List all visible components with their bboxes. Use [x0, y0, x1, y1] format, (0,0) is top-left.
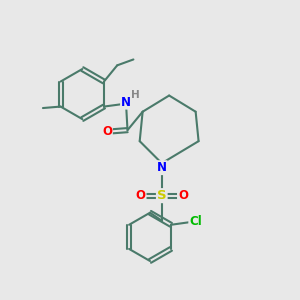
Text: N: N: [157, 161, 167, 174]
Text: O: O: [178, 189, 188, 202]
Text: O: O: [136, 189, 146, 202]
Text: H: H: [131, 90, 140, 100]
Text: O: O: [102, 125, 112, 138]
Text: N: N: [121, 96, 131, 109]
Text: Cl: Cl: [189, 215, 202, 228]
Text: S: S: [157, 189, 166, 202]
